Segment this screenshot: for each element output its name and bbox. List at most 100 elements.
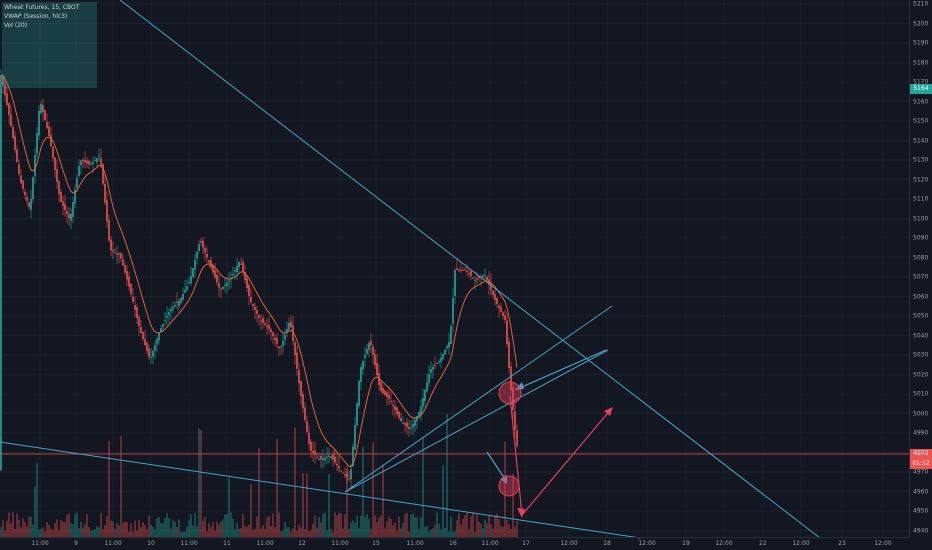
time-axis[interactable]: 11:00 9 11:00 10 11:00 11 11:00 12 11:00 15 11:00 1… — [0, 537, 910, 550]
arrow-lower-head — [500, 475, 507, 484]
volume-bar — [70, 523, 72, 538]
vwap-indicator-label[interactable]: VWAP (Session, hlc3) — [4, 13, 68, 20]
candle-body — [448, 342, 450, 348]
candle-body — [316, 456, 318, 458]
volume-bar — [398, 516, 400, 538]
candle-body — [98, 156, 100, 157]
volume-bar — [254, 528, 256, 538]
candle-body — [484, 275, 486, 276]
volume-bar — [82, 527, 84, 538]
volume-bar — [406, 512, 408, 538]
price-axis-label: 5160 — [913, 98, 929, 105]
candle-body — [36, 133, 38, 155]
volume-bar — [252, 529, 254, 538]
projection-up-head — [604, 407, 613, 416]
price-axis[interactable]: 5164 4972 01:52 5210 5200 5190 5180 5170 5160… — [909, 0, 932, 538]
volume-bar — [48, 524, 50, 538]
candle-body — [404, 423, 406, 425]
candle-body — [30, 199, 32, 210]
volume-bar — [338, 512, 340, 538]
volume-bar — [340, 513, 342, 538]
volume-bar — [46, 522, 48, 538]
volume-bar — [318, 516, 320, 538]
volume-bar — [402, 522, 404, 538]
candle-body — [76, 178, 78, 188]
volume-bar — [344, 514, 346, 538]
volume-bar — [242, 513, 244, 538]
candle-body — [208, 260, 210, 263]
candle-body — [72, 202, 74, 217]
candle-body — [256, 310, 258, 314]
candle-body — [454, 270, 456, 297]
price-axis-label: 5020 — [913, 371, 929, 378]
volume-bar — [420, 517, 422, 538]
volume-bar — [384, 528, 386, 538]
volume-bar — [42, 527, 44, 538]
volume-bar — [26, 526, 28, 538]
candle-body — [240, 263, 242, 265]
candle-body — [44, 110, 46, 120]
candle-body — [318, 459, 320, 460]
price-axis-label: 5210 — [913, 0, 929, 8]
candle-body — [246, 277, 248, 288]
candle-body — [496, 297, 498, 304]
candle-body — [294, 342, 296, 355]
volume-bar — [206, 531, 208, 538]
candle-body — [4, 83, 6, 95]
candle-body — [236, 266, 238, 273]
candle-body — [158, 333, 160, 341]
volume-bar — [484, 519, 486, 538]
volume-bar — [152, 526, 154, 538]
volume-bar — [508, 524, 510, 538]
candle-body — [364, 355, 366, 359]
candle-body — [112, 249, 114, 252]
candle-body — [188, 282, 190, 284]
volume-bar — [140, 527, 142, 538]
candle-body — [66, 211, 68, 214]
candlestick-series — [0, 69, 518, 489]
volume-bar — [20, 527, 22, 538]
candle-body — [486, 276, 488, 280]
volume-bar — [410, 514, 412, 538]
candle-body — [284, 335, 286, 340]
volume-bar — [378, 517, 380, 538]
volume-bars — [0, 414, 518, 538]
candle-body — [320, 456, 322, 460]
volume-indicator-label[interactable]: Vol (20) — [4, 22, 28, 29]
candle-body — [342, 472, 344, 474]
price-axis-label: 5040 — [913, 332, 929, 339]
volume-bar — [496, 513, 498, 538]
volume-bar — [288, 527, 290, 538]
symbol-title[interactable]: Wheat Futures, 15, CBOT — [4, 4, 80, 11]
candle-body — [348, 478, 350, 480]
volume-bar — [192, 525, 194, 538]
candle-body — [268, 324, 270, 329]
volume-bar — [202, 520, 204, 538]
volume-bar — [430, 529, 432, 538]
volume-bar — [492, 528, 494, 538]
time-axis-label: 11:00 — [481, 540, 499, 547]
volume-bar — [134, 520, 136, 538]
volume-bar — [304, 529, 306, 538]
volume-bar — [24, 522, 26, 538]
candle-body — [408, 426, 410, 429]
candle-body — [396, 407, 398, 414]
candle-body — [300, 381, 302, 396]
candle-body — [334, 456, 336, 463]
candle-body — [384, 390, 386, 395]
candle-body — [52, 146, 54, 158]
candle-body — [12, 127, 14, 138]
candle-body — [336, 463, 338, 466]
candle-body — [104, 184, 106, 203]
volume-bar — [316, 527, 318, 538]
candle-body — [160, 328, 162, 333]
candle-body — [326, 456, 328, 458]
candle-body — [386, 392, 388, 397]
candle-body — [154, 345, 156, 351]
candle-body — [412, 424, 414, 428]
volume-bar — [368, 518, 370, 538]
volume-bar — [230, 512, 232, 538]
volume-bar — [208, 523, 210, 538]
volume-bar — [366, 514, 368, 538]
